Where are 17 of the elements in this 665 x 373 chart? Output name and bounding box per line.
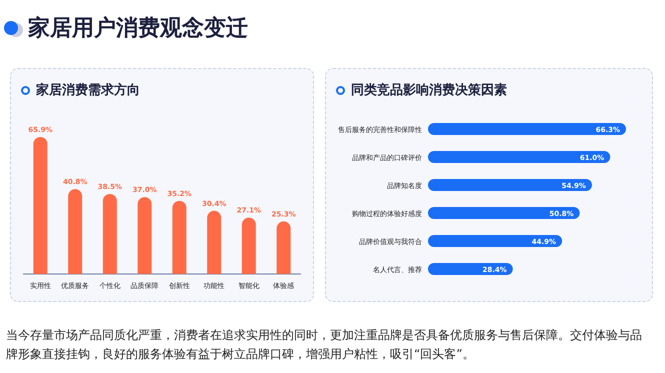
bar xyxy=(242,218,256,274)
bar xyxy=(207,210,222,274)
bar xyxy=(428,207,580,219)
bar xyxy=(428,151,610,163)
chart-title: 同类竞品影响消费决策因素 xyxy=(351,83,507,98)
chart-title: 家居消费需求方向 xyxy=(36,83,140,98)
bar xyxy=(33,137,48,274)
bar xyxy=(428,179,592,191)
bar xyxy=(428,235,562,247)
bar xyxy=(172,200,186,274)
text: 当今存量市场产品同质化严重，消费者在追求实用性的同时，更加注重品牌是否具备优质服务与售后保障。交付体验与品牌形象直接挂钩，良好的服务体验有益于树立品牌口碑，增强用户粘性，吸引“回头客”。 xyxy=(6,327,643,363)
bar xyxy=(276,221,291,274)
bar xyxy=(102,194,117,274)
bar xyxy=(428,123,626,135)
text: 家居用户消费观念变迁 xyxy=(28,14,248,43)
bar xyxy=(138,197,152,274)
bar xyxy=(68,189,82,274)
